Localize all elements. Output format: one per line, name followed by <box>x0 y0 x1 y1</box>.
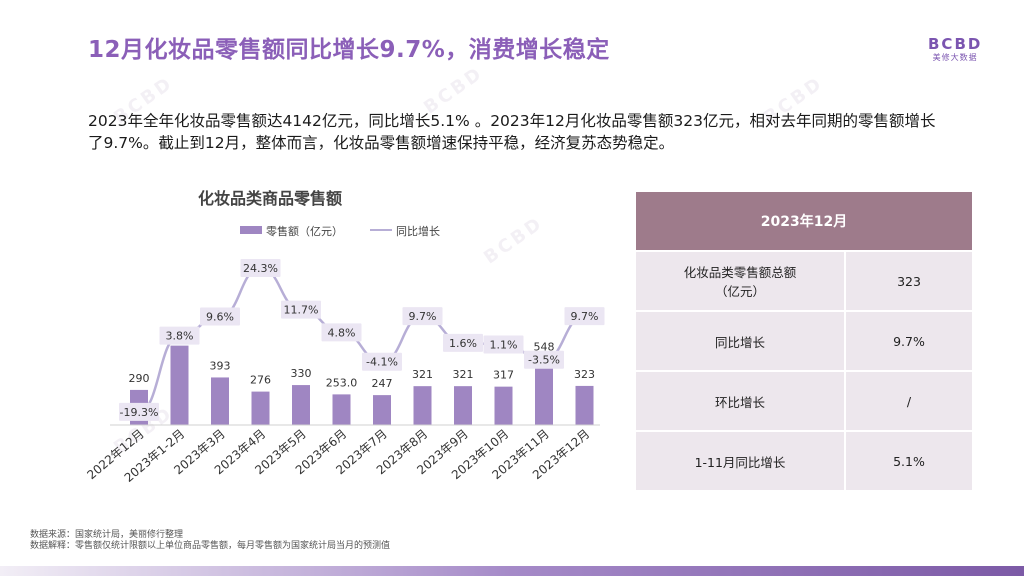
bar <box>494 386 513 425</box>
growth-label-box <box>200 307 240 326</box>
summary-table-header-row: 2023年12月 <box>634 190 974 252</box>
bar <box>575 385 594 425</box>
ytd-growth-label: 1-11月同比增长 <box>634 430 846 492</box>
growth-label-box <box>443 333 483 352</box>
growth-value-label: 24.3% <box>243 262 278 275</box>
legend-line-label: 同比增长 <box>396 224 440 238</box>
logo-mark: BCBD <box>928 35 983 53</box>
legend-bar-swatch <box>240 226 262 234</box>
chart-title: 化妆品类商品零售额 <box>198 189 342 208</box>
bar-value-label: 330 <box>291 367 312 380</box>
mom-growth-label: 环比增长 <box>634 370 846 432</box>
bar <box>170 345 189 425</box>
growth-value-label: 4.8% <box>328 326 356 339</box>
summary-table-row: 环比增长 / <box>634 370 974 432</box>
growth-label-box <box>119 402 159 421</box>
growth-label-box <box>240 259 281 277</box>
summary-table: 2023年12月 化妆品类零售额总额 （亿元） 323 同比增长 9.7% 环比… <box>634 190 974 492</box>
growth-label-box <box>483 335 524 354</box>
total-sales-value: 323 <box>844 250 974 312</box>
bar-value-label: 247 <box>372 377 393 390</box>
bar-value-label: 276 <box>250 374 271 387</box>
bar-value-label: 321 <box>453 368 474 381</box>
source-notes: 数据来源：国家统计局，美丽修行整理 数据解释：零售额仅统计限额以上单位商品零售额… <box>30 530 390 552</box>
growth-value-label: 1.1% <box>490 339 518 352</box>
bar <box>292 385 310 425</box>
growth-value-label: 9.6% <box>206 311 234 324</box>
mom-growth-value: / <box>844 370 974 432</box>
page-title: 12月化妆品零售额同比增长9.7%，消费增长稳定 <box>88 37 610 63</box>
intro-paragraph: 2023年全年化妆品零售额达4142亿元，同比增长5.1% 。2023年12月化… <box>88 112 936 152</box>
growth-value-label: 11.7% <box>284 304 319 317</box>
bar-value-label: 323 <box>574 368 595 381</box>
summary-table-row: 1-11月同比增长 5.1% <box>634 430 974 492</box>
legend-bar-label: 零售额（亿元） <box>266 224 343 238</box>
bar-value-label: 321 <box>412 368 433 381</box>
growth-value-label: 9.7% <box>571 310 599 323</box>
growth-value-label: 3.8% <box>166 330 194 343</box>
growth-label-box <box>524 350 564 369</box>
yoy-growth-label: 同比增长 <box>634 310 846 372</box>
logo-subtitle: 美修大数据 <box>932 53 978 62</box>
bottom-accent-bar <box>0 566 1024 576</box>
growth-label-box <box>402 307 443 326</box>
brand-logo: BCBD 美修大数据 <box>928 36 982 63</box>
data-source: 数据来源：国家统计局，美丽修行整理 <box>30 530 184 540</box>
total-sales-label: 化妆品类零售额总额 （亿元） <box>634 250 846 312</box>
summary-table-header: 2023年12月 <box>634 190 974 252</box>
growth-label-box <box>281 300 321 319</box>
bar-value-label: 317 <box>493 369 514 382</box>
growth-value-label: -3.5% <box>528 354 560 367</box>
retail-sales-chart: 化妆品类商品零售额零售额（亿元）同比增长290656393276330253.0… <box>84 189 605 485</box>
bar <box>373 395 391 425</box>
growth-value-label: 1.6% <box>449 337 477 350</box>
bar <box>251 391 270 425</box>
summary-table-row: 同比增长 9.7% <box>634 310 974 372</box>
bar-value-label: 548 <box>534 341 555 354</box>
data-explanation: 数据解释：零售额仅统计限额以上单位商品零售额，每月零售额为国家统计局当月的预测值 <box>30 541 391 551</box>
bar <box>454 386 472 425</box>
yoy-growth-value: 9.7% <box>844 310 974 372</box>
growth-value-label: -4.1% <box>366 356 398 369</box>
growth-label-box <box>159 326 200 345</box>
growth-label-box <box>362 352 402 371</box>
growth-label-box <box>564 307 605 326</box>
summary-table-row: 化妆品类零售额总额 （亿元） 323 <box>634 250 974 312</box>
growth-value-label: -19.3% <box>120 406 159 419</box>
bar-value-label: 290 <box>129 372 150 385</box>
bar <box>535 358 553 425</box>
growth-label-box <box>321 323 362 342</box>
bar <box>413 386 432 425</box>
bar <box>211 377 229 425</box>
bar-value-label: 393 <box>210 359 231 372</box>
ytd-growth-value: 5.1% <box>844 430 974 492</box>
bar-value-label: 253.0 <box>326 376 358 389</box>
growth-value-label: 9.7% <box>409 310 437 323</box>
bar <box>332 394 351 425</box>
